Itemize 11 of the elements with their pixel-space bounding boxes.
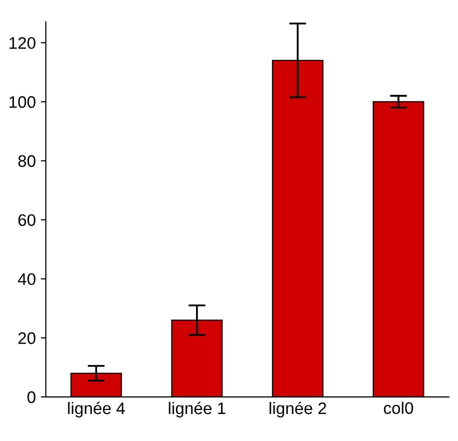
y-tick-label: 20 [18,332,36,344]
y-tick-label: 60 [18,214,36,226]
x-tick-label: lignée 4 [68,402,125,418]
x-tick-label: lignée 2 [270,402,326,418]
x-tick-label: col0 [384,402,414,414]
y-tick-label: 100 [10,96,36,108]
y-tick-label: 80 [18,155,36,167]
y-tick-label: 0 [27,391,36,404]
x-tick-label: lignée 1 [168,402,226,418]
y-tick-label: 40 [18,273,36,286]
y-tick-label: 120 [10,37,36,49]
